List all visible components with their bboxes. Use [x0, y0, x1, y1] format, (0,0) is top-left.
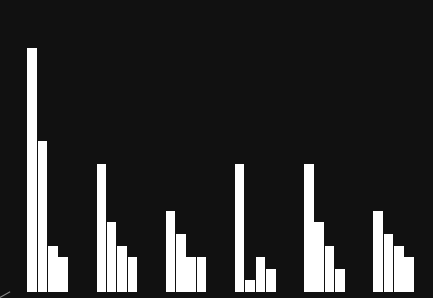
Bar — [373, 211, 383, 292]
Bar — [335, 269, 345, 292]
Bar — [235, 164, 244, 292]
Bar — [266, 269, 275, 292]
Bar — [176, 234, 186, 292]
Bar — [325, 246, 334, 292]
Bar — [58, 257, 68, 292]
Bar — [197, 257, 207, 292]
Bar — [38, 141, 47, 292]
Bar — [394, 246, 404, 292]
Bar — [384, 234, 393, 292]
Bar — [97, 164, 106, 292]
Bar — [304, 164, 313, 292]
Bar — [128, 257, 137, 292]
Bar — [117, 246, 127, 292]
Bar — [27, 48, 37, 292]
Bar — [255, 257, 265, 292]
Bar — [107, 222, 116, 292]
Bar — [166, 211, 175, 292]
Bar — [187, 257, 196, 292]
Bar — [404, 257, 414, 292]
Bar — [48, 246, 58, 292]
Bar — [314, 222, 324, 292]
Bar — [245, 280, 255, 292]
